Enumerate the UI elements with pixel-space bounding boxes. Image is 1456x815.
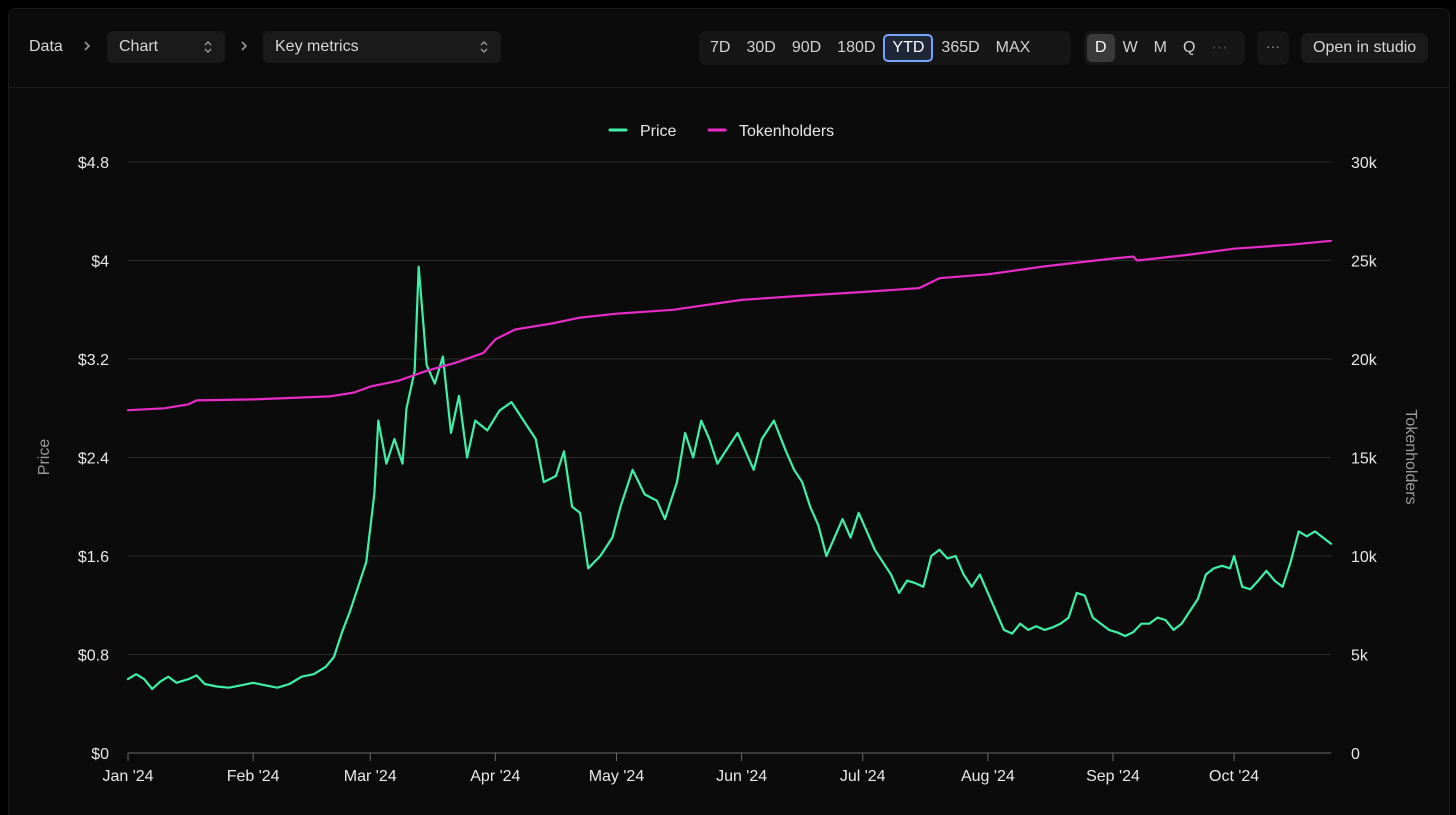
range-30d-button[interactable]: 30D xyxy=(746,39,776,56)
legend-label-price[interactable]: Price xyxy=(640,123,677,140)
chart-select[interactable]: Chart xyxy=(107,31,225,63)
x-axis: Jan '24 Feb '24 Mar '24 Apr '24 May '24 Jun '… xyxy=(102,753,1259,785)
y-right-tick-label: 20k xyxy=(1351,352,1378,369)
y-right-tick-label: 10k xyxy=(1351,549,1378,566)
chevron-right-icon xyxy=(241,41,248,51)
metrics-select[interactable]: Key metrics xyxy=(263,31,501,63)
granularity-q-button[interactable]: Q xyxy=(1183,39,1196,56)
breadcrumb-data[interactable]: Data xyxy=(29,38,63,55)
y-right-axis: 0 5k 10k 15k 20k 25k 30k xyxy=(1351,155,1378,763)
range-7d-button[interactable]: 7D xyxy=(710,39,731,56)
legend: Price Tokenholders xyxy=(608,123,834,140)
x-tick-label: Aug '24 xyxy=(961,768,1015,785)
open-in-studio-button[interactable]: Open in studio xyxy=(1301,33,1429,63)
range-365d-button[interactable]: 365D xyxy=(941,39,980,56)
y-left-axis: $0 $0.8 $1.6 $2.4 $3.2 $4 $4.8 xyxy=(78,155,109,763)
series-line-price[interactable] xyxy=(126,265,1333,691)
app-window: Data Chart Key metrics 7D 30D 90D 180D YTD 36… xyxy=(8,8,1450,815)
range-ytd-button[interactable]: YTD xyxy=(883,34,934,62)
metrics-select-value: Key metrics xyxy=(275,38,359,55)
x-tick-label: Jan '24 xyxy=(102,768,153,785)
range-90d-button[interactable]: 90D xyxy=(791,39,822,56)
y-right-tick-label: 25k xyxy=(1351,254,1378,271)
granularity-group: D W M Q ··· xyxy=(1084,31,1245,65)
x-tick-label: Feb '24 xyxy=(227,768,280,785)
x-tick-label: Sep '24 xyxy=(1086,768,1140,785)
grid xyxy=(128,161,1331,754)
granularity-d-button[interactable]: D xyxy=(1087,34,1115,62)
y-left-tick-label: $2.4 xyxy=(78,451,109,468)
more-button[interactable]: ··· xyxy=(1257,31,1289,65)
y-right-tick-label: 15k xyxy=(1351,451,1378,468)
y-left-tick-label: $4.8 xyxy=(78,155,109,172)
range-180d-button[interactable]: 180D xyxy=(837,39,876,56)
granularity-m-button[interactable]: M xyxy=(1153,39,1167,56)
legend-label-tokenholders[interactable]: Tokenholders xyxy=(739,123,834,140)
chart: $0 $0.8 $1.6 $2.4 $3.2 $4 $4.8 0 5k 10k 15k 20k 25k… xyxy=(36,123,1419,785)
x-tick-label: Oct '24 xyxy=(1209,768,1259,785)
y-left-tick-label: $3.2 xyxy=(78,352,109,369)
chart-select-value: Chart xyxy=(119,38,159,55)
y-left-axis-title: Price xyxy=(36,439,53,476)
x-tick-label: Apr '24 xyxy=(470,768,520,785)
granularity-w-button[interactable]: W xyxy=(1122,39,1138,56)
granularity--button-more[interactable]: ··· xyxy=(1211,39,1228,56)
x-tick-label: Jul '24 xyxy=(840,768,886,785)
y-left-tick-label: $0 xyxy=(91,746,109,763)
time-range-group: 7D 30D 90D 180D YTD 365D MAX xyxy=(699,31,1071,65)
y-left-tick-label: $4 xyxy=(91,254,109,271)
series-line-tokenholders[interactable] xyxy=(126,239,1333,412)
y-right-axis-title: Tokenholders xyxy=(1402,409,1419,504)
x-tick-label: Mar '24 xyxy=(344,768,397,785)
x-tick-label: May '24 xyxy=(589,768,645,785)
chevron-right-icon xyxy=(84,41,91,51)
y-left-tick-label: $0.8 xyxy=(78,648,109,665)
chevron-up-down-icon xyxy=(204,41,212,53)
y-left-tick-label: $1.6 xyxy=(78,549,109,566)
chevron-up-down-icon xyxy=(480,41,488,53)
y-right-tick-label: 30k xyxy=(1351,155,1378,172)
range-max-button[interactable]: MAX xyxy=(995,39,1031,56)
x-tick-label: Jun '24 xyxy=(716,768,767,785)
y-right-tick-label: 5k xyxy=(1351,648,1369,665)
y-right-tick-label: 0 xyxy=(1351,746,1360,763)
toolbar: Data Chart Key metrics 7D 30D 90D 180D YTD 36… xyxy=(9,9,1449,88)
series-group xyxy=(126,239,1333,691)
